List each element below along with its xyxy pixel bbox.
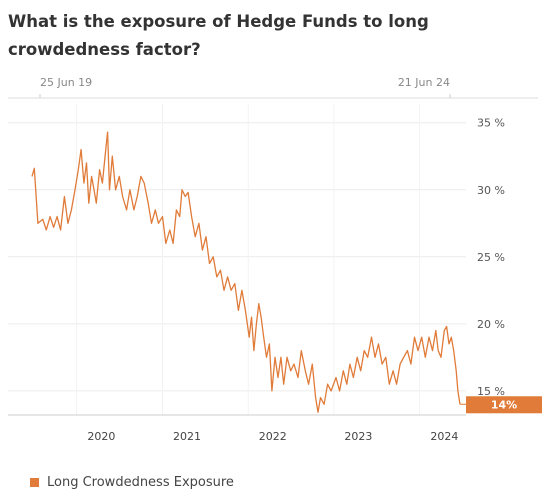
range-end-label: 21 Jun 24 [398, 76, 450, 89]
last-value-label: 14% [491, 398, 517, 411]
x-tick-label: 2022 [259, 430, 287, 443]
x-tick-label: 2020 [87, 430, 115, 443]
series-line-long-crowdedness-exposure [31, 131, 461, 413]
y-tick-label: 25 % [477, 251, 505, 264]
y-tick-label: 30 % [477, 184, 505, 197]
chart-title: What is the exposure of Hedge Funds to l… [8, 12, 429, 59]
y-tick-label: 20 % [477, 318, 505, 331]
range-start-label: 25 Jun 19 [40, 76, 92, 89]
legend-swatch [30, 478, 39, 487]
last-value-badge [466, 396, 542, 414]
legend-label: Long Crowdedness Exposure [47, 475, 234, 490]
y-tick-label: 35 % [477, 117, 505, 130]
x-tick-label: 2021 [173, 430, 201, 443]
legend: Long Crowdedness Exposure [30, 475, 234, 490]
x-tick-label: 2024 [430, 430, 458, 443]
x-tick-label: 2023 [344, 430, 372, 443]
y-tick-label: 15 % [477, 385, 505, 398]
